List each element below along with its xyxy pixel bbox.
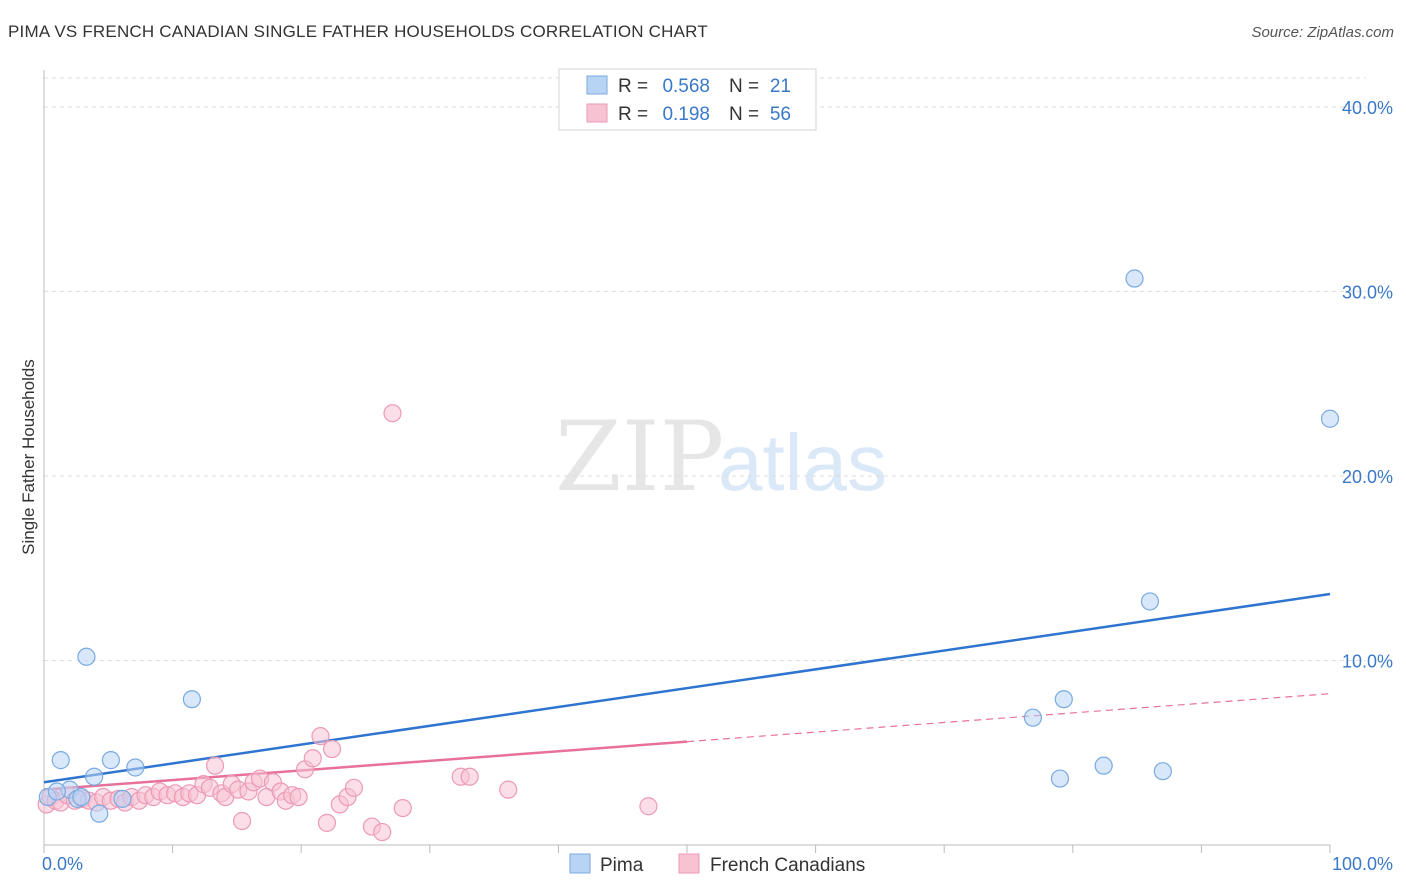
- bottom-legend-swatch-pima: [569, 853, 591, 874]
- point-pima-5: [85, 767, 104, 786]
- point-pima-14: [1094, 756, 1113, 775]
- bottom-legend-label-french-canadians: French Canadians: [710, 855, 865, 876]
- point-pima-19: [47, 782, 66, 801]
- x-tick-label-min: 0.0%: [42, 854, 83, 874]
- point-pima-1: [51, 751, 70, 770]
- series-legend: Pima French Canadians: [569, 853, 865, 876]
- point-french-canadians-53: [460, 767, 479, 786]
- axis-layer: [43, 70, 1331, 853]
- point-french-canadians-41: [303, 749, 322, 768]
- point-french-canadians-43: [317, 813, 337, 832]
- point-french-canadians-47: [344, 778, 364, 797]
- trend-line-extension-french-canadians: [686, 693, 1331, 743]
- x-tick-label-max: 100.0%: [1332, 854, 1393, 874]
- point-french-canadians-25: [205, 756, 225, 775]
- point-french-canadians-51: [393, 798, 412, 818]
- point-pima-13: [1054, 690, 1073, 709]
- y-tick-label-20: 20.0%: [1342, 467, 1393, 487]
- point-french-canadians-49: [373, 822, 392, 842]
- point-french-canadians-55: [639, 797, 658, 816]
- legend-n-value-pima: 21: [770, 76, 791, 97]
- watermark-atlas: atlas: [718, 418, 887, 507]
- point-french-canadians-50: [383, 404, 402, 423]
- legend-n-label-french-canadians: N =: [729, 104, 759, 125]
- chart-source: Source: ZipAtlas.com: [1251, 24, 1394, 41]
- correlation-legend: R = 0.568 N = 21 R = 0.198 N = 56: [558, 68, 817, 131]
- bottom-legend-label-pima: Pima: [600, 855, 644, 876]
- point-pima-17: [1153, 762, 1172, 781]
- trend-line-pima: [43, 592, 1331, 784]
- y-tick-label-40: 40.0%: [1342, 98, 1393, 118]
- point-pima-15: [1125, 269, 1144, 288]
- point-pima-20: [72, 787, 91, 807]
- legend-r-value-pima: 0.568: [662, 76, 710, 97]
- point-french-canadians-54: [499, 780, 518, 799]
- trend-line-french-canadians: [43, 740, 688, 791]
- legend-r-label-pima: R =: [618, 76, 648, 97]
- legend-n-label-pima: N =: [729, 76, 759, 97]
- y-tick-label-10: 10.0%: [1342, 651, 1393, 671]
- point-french-canadians-39: [289, 787, 308, 807]
- chart-title: PIMA VS FRENCH CANADIAN SINGLE FATHER HO…: [8, 22, 708, 41]
- legend-swatch-french-canadians: [586, 103, 608, 123]
- legend-n-value-french-canadians: 56: [770, 104, 791, 125]
- legend-swatch-pima: [586, 75, 608, 95]
- point-pima-7: [101, 751, 120, 770]
- point-pima-12: [1050, 769, 1070, 788]
- legend-r-value-french-canadians: 0.198: [662, 104, 710, 125]
- point-pima-4: [77, 647, 96, 666]
- y-tick-label-30: 30.0%: [1342, 282, 1393, 302]
- legend-r-label-french-canadians: R =: [618, 104, 648, 125]
- point-french-canadians-42: [311, 727, 330, 746]
- point-pima-6: [90, 804, 109, 823]
- point-pima-18: [1320, 409, 1340, 428]
- point-french-canadians-44: [322, 739, 342, 759]
- y-axis-title: Single Father Households: [19, 359, 38, 555]
- point-pima-8: [113, 789, 132, 808]
- watermark-zip: ZIP: [555, 401, 724, 513]
- point-pima-9: [126, 758, 145, 777]
- point-pima-10: [182, 690, 201, 709]
- point-french-canadians-30: [232, 811, 252, 831]
- points-layer: [37, 269, 1340, 842]
- point-pima-11: [1023, 708, 1043, 727]
- bottom-legend-swatch-french-canadians: [678, 853, 700, 874]
- grid-layer: [44, 77, 1366, 661]
- trend-layer: [43, 592, 1331, 791]
- point-pima-16: [1140, 592, 1160, 611]
